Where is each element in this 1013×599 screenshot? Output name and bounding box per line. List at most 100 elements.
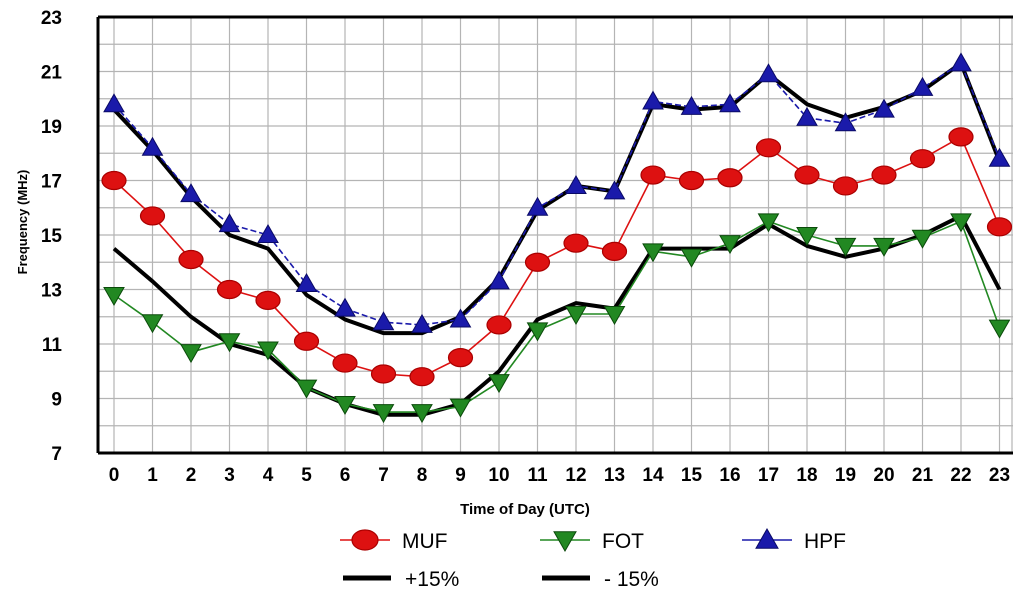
data-point-muf: [986, 217, 1013, 237]
data-point-hpf: [796, 106, 818, 126]
data-point-hpf: [719, 93, 741, 113]
data-point-fot: [526, 322, 549, 342]
data-point-muf: [832, 176, 859, 196]
data-point-hpf: [449, 308, 472, 328]
y-tick-label: 23: [41, 8, 62, 29]
data-point-muf: [409, 367, 435, 387]
legend-entry: HPF: [742, 527, 846, 553]
data-point-muf: [678, 170, 705, 191]
data-point-muf: [216, 279, 243, 300]
series-muf: [101, 127, 1013, 387]
data-point-hpf: [411, 313, 433, 333]
x-tick-label: 4: [263, 465, 274, 486]
data-point-muf: [486, 315, 512, 335]
x-tick-label: 23: [989, 465, 1010, 486]
data-point-hpf: [526, 196, 549, 216]
data-point-fot: [950, 213, 972, 233]
data-point-hpf: [565, 174, 587, 194]
data-point-fot: [796, 227, 818, 247]
legend-entry: FOT: [540, 530, 644, 553]
data-point-fot: [911, 229, 934, 249]
x-tick-label: 15: [681, 465, 703, 486]
legend-label: FOT: [602, 530, 644, 553]
x-tick-label: 19: [835, 465, 856, 486]
x-tick-label: 8: [417, 465, 428, 486]
series-fot: [103, 213, 1011, 424]
y-tick-label: 21: [41, 63, 63, 84]
y-tick-label: 15: [41, 226, 63, 247]
data-point-fot: [103, 286, 125, 306]
data-point-fot: [449, 398, 472, 418]
data-point-fot: [988, 319, 1011, 339]
legend-marker: [553, 531, 577, 553]
data-point-hpf: [642, 90, 664, 110]
data-point-fot: [141, 314, 164, 334]
legend-entry: MUF: [340, 529, 448, 553]
data-point-hpf: [988, 147, 1011, 167]
data-point-fot: [334, 395, 356, 415]
data-point-muf: [447, 348, 474, 368]
data-point-hpf: [834, 112, 857, 132]
x-tick-label: 14: [642, 465, 664, 486]
y-tick-label: 13: [41, 281, 62, 302]
data-point-fot: [218, 333, 241, 353]
data-point-fot: [642, 243, 664, 263]
legend-entry: - 15%: [542, 568, 659, 591]
legend-label: +15%: [405, 568, 459, 591]
axes: [96, 15, 1013, 455]
data-point-muf: [101, 170, 127, 191]
data-point-fot: [680, 248, 703, 268]
x-tick-label: 18: [796, 465, 817, 486]
x-tick-label: 17: [758, 465, 779, 486]
data-point-hpf: [603, 180, 626, 200]
legend-label: MUF: [402, 530, 448, 553]
x-tick-label: 9: [455, 465, 466, 486]
x-tick-label: 10: [488, 465, 509, 486]
data-point-muf: [948, 127, 974, 147]
data-point-hpf: [873, 98, 895, 118]
y-tick-label: 11: [42, 335, 63, 356]
data-point-hpf: [141, 136, 164, 156]
data-point-muf: [794, 165, 820, 185]
data-point-hpf: [295, 273, 318, 293]
x-axis-title: Time of Day (UTC): [460, 501, 590, 518]
data-point-fot: [603, 306, 626, 326]
x-tick-label: 11: [527, 465, 548, 486]
series-line-15: [112, 213, 1002, 417]
y-tick-label: 9: [51, 390, 62, 411]
series-line-15: [112, 61, 1002, 336]
y-axis-title: Frequency (MHz): [15, 170, 30, 275]
data-point-muf: [563, 233, 589, 253]
data-point-muf: [370, 364, 397, 384]
x-tick-label: 3: [224, 465, 235, 486]
x-tick-label: 6: [340, 465, 351, 486]
data-point-muf: [332, 353, 358, 373]
legend: MUF FOT HPF +15% - 15%: [340, 527, 846, 591]
data-point-fot: [411, 404, 433, 424]
data-point-muf: [601, 241, 628, 261]
x-tick-label: 1: [147, 465, 158, 486]
data-point-muf: [524, 252, 551, 272]
data-point-hpf: [757, 63, 780, 83]
data-point-hpf: [488, 270, 510, 290]
legend-entry: +15%: [343, 568, 459, 591]
data-point-fot: [257, 341, 279, 361]
x-tick-label: 7: [378, 465, 389, 486]
data-point-hpf: [950, 52, 972, 72]
legend-marker: [755, 527, 779, 549]
data-point-hpf: [680, 95, 703, 115]
data-point-fot: [834, 237, 857, 257]
data-point-fot: [719, 235, 741, 255]
legend-marker: [351, 529, 379, 551]
x-tick-label: 13: [604, 465, 625, 486]
legend-label: - 15%: [604, 568, 659, 591]
data-point-hpf: [334, 297, 356, 317]
data-point-fot: [488, 374, 510, 394]
x-tick-label: 0: [109, 465, 120, 486]
data-point-fot: [180, 344, 202, 364]
data-point-hpf: [257, 223, 279, 243]
data-point-fot: [565, 306, 587, 326]
